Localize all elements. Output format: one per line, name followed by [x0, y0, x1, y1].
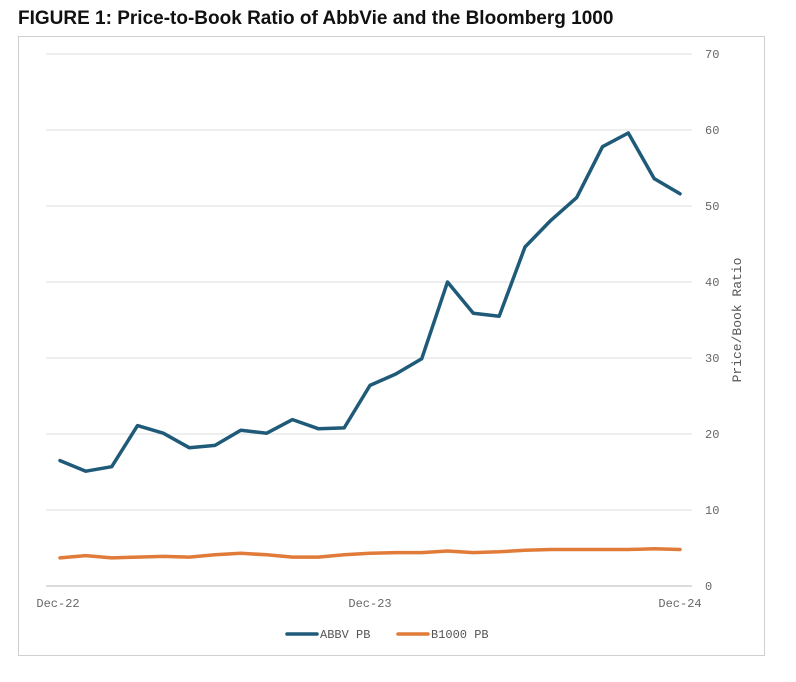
legend-label: ABBV PB [320, 628, 370, 642]
x-tick-label: Dec-24 [658, 597, 701, 611]
series-lines [58, 131, 682, 560]
y-tick-label: 70 [705, 48, 719, 62]
x-tick-label: Dec-23 [348, 597, 391, 611]
y-tick-label: 30 [705, 352, 719, 366]
y-tick-label: 60 [705, 124, 719, 138]
legend-label: B1000 PB [431, 628, 489, 642]
series-line-abbv [58, 131, 682, 473]
y-tick-label: 50 [705, 200, 719, 214]
chart-frame [18, 36, 765, 656]
x-tick-label: Dec-22 [36, 597, 79, 611]
y-tick-label: 40 [705, 276, 719, 290]
figure-title: FIGURE 1: Price-to-Book Ratio of AbbVie … [18, 8, 614, 29]
gridlines [46, 53, 692, 587]
y-tick-label: 0 [705, 580, 712, 594]
legend: ABBV PB B1000 PB [285, 628, 489, 642]
x-axis-ticks: Dec-22 Dec-23 Dec-24 [36, 597, 701, 611]
y-tick-label: 10 [705, 504, 719, 518]
y-axis-label: Price/Book Ratio [730, 258, 745, 383]
series-line-b1000 [58, 547, 682, 560]
y-axis-ticks: 0 10 20 30 40 50 60 70 [705, 48, 719, 594]
y-tick-label: 20 [705, 428, 719, 442]
